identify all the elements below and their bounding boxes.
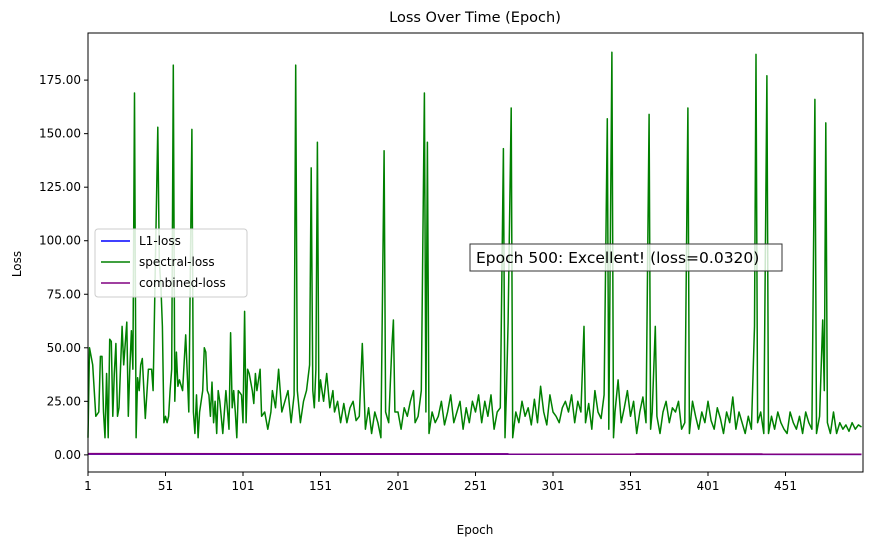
annotation: Epoch 500: Excellent! (loss=0.0320) — [469, 243, 783, 272]
series-layer — [87, 51, 862, 456]
y-tick-label: 125.00 — [39, 180, 81, 194]
y-axis: 0.00 25.00 50.00 75.00 100.00 125.00 150.00 175… — [39, 73, 88, 462]
x-tick-label: 101 — [232, 479, 255, 493]
x-tick-label: 251 — [464, 479, 487, 493]
y-tick-label: 75.00 — [47, 287, 81, 301]
x-tick-label: 201 — [387, 479, 410, 493]
y-axis-title: Loss — [10, 251, 24, 277]
chart-title: Loss Over Time (Epoch) — [389, 10, 561, 26]
x-axis-title: Epoch — [457, 523, 494, 537]
x-tick-label: 51 — [158, 479, 173, 493]
y-tick-label: 25.00 — [47, 394, 81, 408]
y-tick-label: 100.00 — [39, 234, 81, 248]
y-tick-label: 175.00 — [39, 73, 81, 87]
legend: L1-loss spectral-loss combined-loss — [94, 228, 248, 298]
y-tick-label: 150.00 — [39, 127, 81, 141]
annotation-text: Epoch 500: Excellent! (loss=0.0320) — [476, 249, 759, 267]
legend-box — [94, 228, 248, 298]
annotation-box — [469, 243, 783, 272]
x-tick-label: 451 — [774, 479, 797, 493]
x-axis: 1 51 101 151 201 251 301 351 401 451 — [84, 472, 797, 493]
y-tick-label: 50.00 — [47, 341, 81, 355]
series-line-spectral-loss — [87, 51, 862, 439]
legend-label-combined: combined-loss — [139, 276, 226, 290]
x-tick-label: 1 — [84, 479, 92, 493]
legend-label-l1: L1-loss — [139, 234, 181, 248]
legend-label-spectral: spectral-loss — [139, 255, 215, 269]
x-tick-label: 151 — [309, 479, 332, 493]
x-tick-label: 401 — [697, 479, 720, 493]
x-tick-label: 351 — [619, 479, 642, 493]
y-tick-label: 0.00 — [54, 448, 81, 462]
x-tick-label: 301 — [542, 479, 565, 493]
